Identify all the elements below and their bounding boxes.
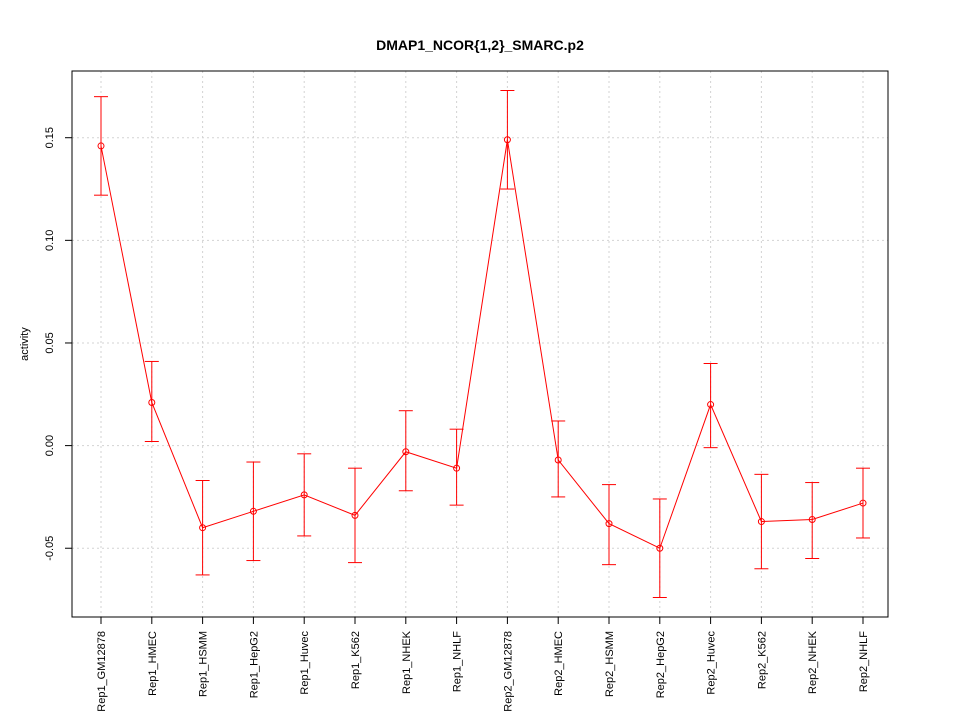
y-axis-label: activity [19, 327, 31, 361]
x-tick-label: Rep2_NHLF [858, 631, 870, 692]
x-tick-label: Rep1_NHLF [452, 631, 464, 692]
x-tick-label: Rep2_HSMM [604, 631, 616, 697]
x-axis: Rep1_GM12878 Rep1_HMEC Rep1_HSMM Rep1_HepG2… [96, 617, 870, 712]
x-tick-label: Rep1_HepG2 [248, 631, 260, 698]
series-line [100, 139, 864, 549]
data-point [453, 464, 461, 472]
data-point [554, 456, 562, 464]
data-point [859, 499, 867, 507]
y-tick-label: 0.05 [44, 332, 56, 353]
data-point [656, 544, 664, 552]
x-tick-label: Rep1_HMEC [147, 631, 159, 696]
x-tick-label: Rep2_GM12878 [502, 631, 514, 712]
x-tick-label: Rep2_K562 [756, 631, 768, 689]
plot-frame [71, 70, 889, 618]
data-point [808, 516, 816, 523]
y-tick-label: 0.15 [44, 127, 56, 148]
y-tick-label: 0.10 [44, 230, 56, 251]
x-tick-label: Rep1_K562 [350, 631, 362, 689]
x-tick-label: Rep2_Huvec [706, 631, 718, 695]
data-point [97, 142, 105, 150]
data-point [199, 524, 207, 532]
data-point [300, 491, 308, 499]
y-tick-label: 0.00 [44, 435, 56, 456]
data-point [605, 520, 613, 528]
data-point [503, 136, 511, 144]
x-tick-label: Rep1_GM12878 [96, 631, 108, 712]
data-point [757, 518, 765, 526]
x-tick-label: Rep1_NHEK [401, 630, 413, 694]
data-point [249, 507, 257, 515]
data-point [148, 399, 156, 406]
data-point [351, 511, 359, 519]
grid [72, 71, 888, 617]
series [94, 90, 870, 598]
data-point [707, 401, 715, 409]
y-axis: -0.05 0.00 0.05 0.10 0.15 [44, 127, 72, 561]
y-tick-label: -0.05 [44, 536, 56, 561]
x-tick-label: Rep1_HSMM [198, 631, 210, 697]
x-tick-label: Rep2_HepG2 [655, 631, 667, 698]
data-point [402, 448, 410, 456]
x-tick-label: Rep1_Huvec [299, 631, 311, 695]
x-tick-label: Rep2_HMEC [553, 631, 565, 696]
x-tick-label: Rep2_NHEK [807, 630, 819, 694]
chart-title: DMAP1_NCOR{1,2}_SMARC.p2 [376, 37, 584, 53]
